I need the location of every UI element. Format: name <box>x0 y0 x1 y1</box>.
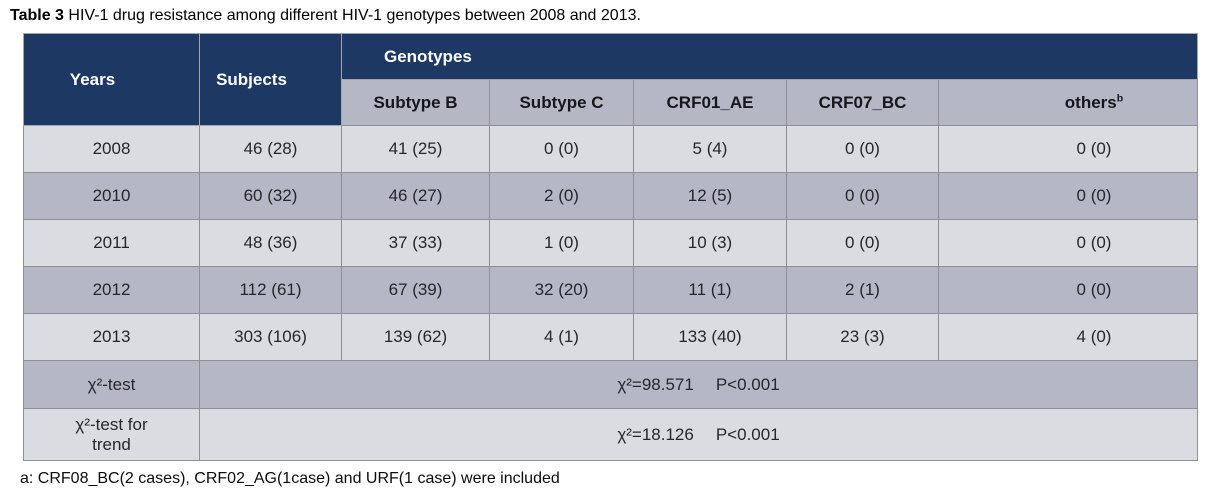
value-cell: 2 (0) <box>489 172 634 220</box>
chi-test-trend-label: χ²-test for trend <box>23 408 200 461</box>
value-cell: 139 (62) <box>341 313 490 361</box>
subjects-cell: 112 (61) <box>199 266 342 314</box>
crf01-ae-header: CRF01_AE <box>633 79 787 126</box>
table-row: 2010 60 (32) 46 (27) 2 (0) 12 (5) 0 (0) … <box>23 172 1198 220</box>
trend-label-line2: trend <box>92 434 131 454</box>
value-cell: 2 (1) <box>786 266 939 314</box>
chi-square-trend-value: χ²=18.126 <box>617 424 694 444</box>
value-cell: 10 (3) <box>633 219 787 267</box>
years-header: Years <box>23 33 200 126</box>
value-cell: 5 (4) <box>633 125 787 173</box>
crf07-bc-header: CRF07_BC <box>786 79 939 126</box>
p-value: P<0.001 <box>715 374 780 394</box>
value-cell: 67 (39) <box>341 266 490 314</box>
others-header: othersb <box>938 79 1198 126</box>
year-cell: 2011 <box>23 219 200 267</box>
value-cell: 0 (0) <box>938 266 1198 314</box>
subtype-c-header: Subtype C <box>489 79 634 126</box>
value-cell: 37 (33) <box>341 219 490 267</box>
subjects-cell: 60 (32) <box>199 172 342 220</box>
table-number-label: Table 3 <box>10 7 64 24</box>
others-header-label: others <box>1064 92 1117 112</box>
chi-test-trend-value: χ²=18.126 P<0.001 <box>199 408 1198 461</box>
subjects-header: Subjects <box>199 33 342 126</box>
value-cell: 41 (25) <box>341 125 490 173</box>
year-cell: 2013 <box>23 313 200 361</box>
chi-test-label: χ²-test <box>23 360 200 409</box>
value-cell: 0 (0) <box>786 172 939 220</box>
year-cell: 2008 <box>23 125 200 173</box>
year-cell: 2010 <box>23 172 200 220</box>
year-cell: 2012 <box>23 266 200 314</box>
value-cell: 12 (5) <box>633 172 787 220</box>
value-cell: 133 (40) <box>633 313 787 361</box>
subjects-cell: 46 (28) <box>199 125 342 173</box>
table-footnote: a: CRF08_BC(2 cases), CRF02_AG(1case) an… <box>20 470 560 487</box>
subjects-cell: 48 (36) <box>199 219 342 267</box>
value-cell: 11 (1) <box>633 266 787 314</box>
value-cell: 32 (20) <box>489 266 634 314</box>
value-cell: 0 (0) <box>786 219 939 267</box>
table-row: 2011 48 (36) 37 (33) 1 (0) 10 (3) 0 (0) … <box>23 219 1198 267</box>
value-cell: 0 (0) <box>938 172 1198 220</box>
others-superscript: b <box>1116 91 1124 104</box>
genotypes-header: Genotypes <box>341 33 1198 80</box>
page-title: Table 3 HIV-1 drug resistance among diff… <box>10 6 1216 26</box>
header-row-top: Years Subjects Genotypes <box>23 33 1198 126</box>
value-cell: 1 (0) <box>489 219 634 267</box>
value-cell: 4 (1) <box>489 313 634 361</box>
chi-test-value: χ²=98.571 P<0.001 <box>199 360 1198 409</box>
table-row: 2008 46 (28) 41 (25) 0 (0) 5 (4) 0 (0) 0… <box>23 125 1198 173</box>
header-row-subtypes: Subtype B Subtype C CRF01_AE CRF07_BC ot… <box>24 79 1198 126</box>
subjects-cell: 303 (106) <box>199 313 342 361</box>
value-cell: 0 (0) <box>489 125 634 173</box>
value-cell: 23 (3) <box>786 313 939 361</box>
results-table: Years Subjects Genotypes Subtype B Subty… <box>23 33 1198 461</box>
chi-square-value: χ²=98.571 <box>617 374 694 394</box>
chi-test-trend-row: χ²-test for trend χ²=18.126 P<0.001 <box>23 408 1198 461</box>
value-cell: 0 (0) <box>786 125 939 173</box>
value-cell: 0 (0) <box>938 125 1198 173</box>
value-cell: 0 (0) <box>938 219 1198 267</box>
value-cell: 4 (0) <box>938 313 1198 361</box>
table-row: 2013 303 (106) 139 (62) 4 (1) 133 (40) 2… <box>23 313 1198 361</box>
p-trend-value: P<0.001 <box>715 424 780 444</box>
table-row: 2012 112 (61) 67 (39) 32 (20) 11 (1) 2 (… <box>23 266 1198 314</box>
chi-test-row: χ²-test χ²=98.571 P<0.001 <box>23 360 1198 409</box>
value-cell: 46 (27) <box>341 172 490 220</box>
subtype-b-header: Subtype B <box>341 79 490 126</box>
table-caption: HIV-1 drug resistance among different HI… <box>63 7 641 24</box>
trend-label-line1: χ²-test for <box>75 414 148 434</box>
